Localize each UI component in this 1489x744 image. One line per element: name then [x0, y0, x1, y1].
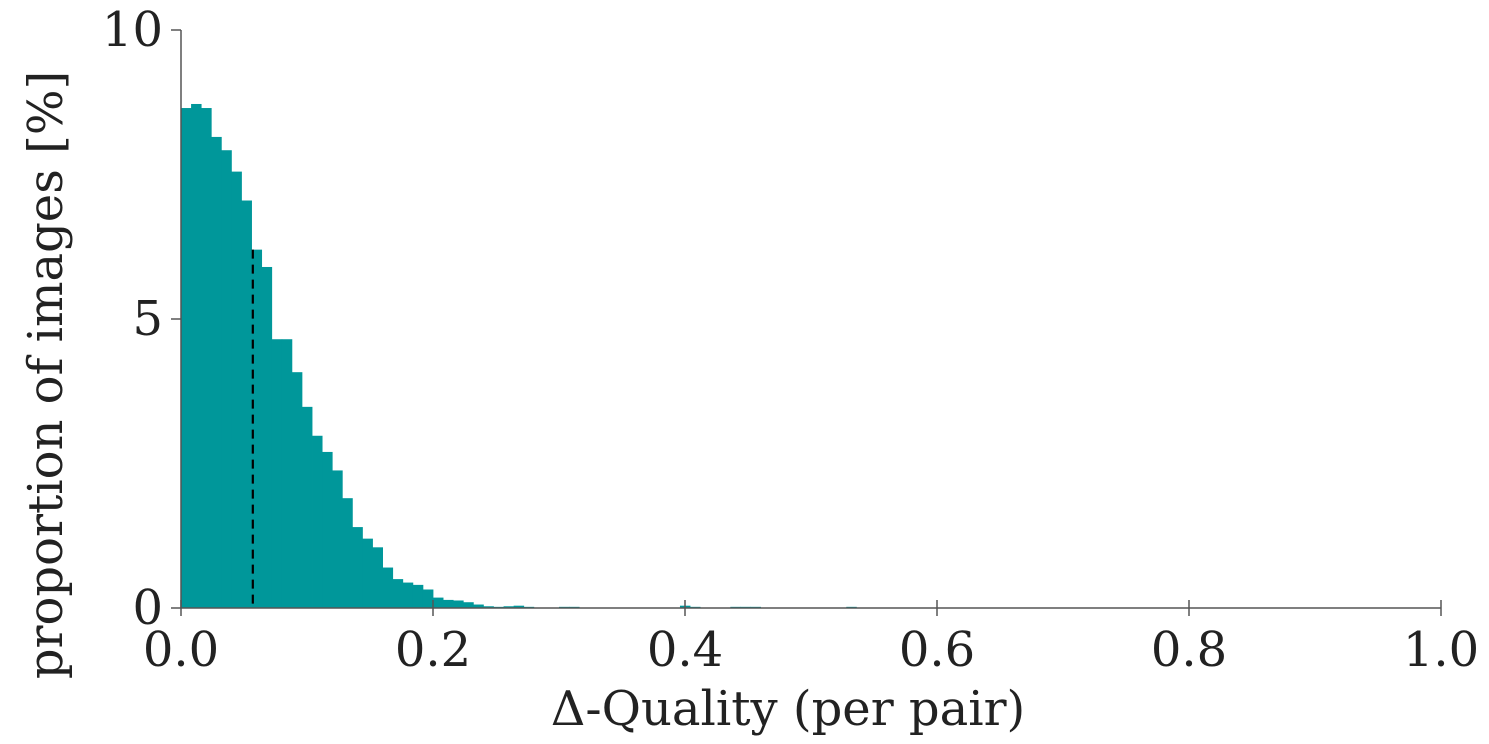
y-tick-label: 0	[132, 580, 163, 636]
histogram-bar	[301, 406, 313, 608]
histogram-bar	[261, 266, 273, 608]
histogram-bar	[513, 605, 525, 608]
histogram-bar	[271, 339, 283, 608]
histogram-bar	[362, 538, 373, 608]
histogram-bar	[503, 606, 515, 608]
ticks-layer: 0.0 0.2 0.4 0.6 0.8 1.0 0 5 10	[102, 2, 1479, 678]
histogram-bar	[352, 527, 363, 608]
histogram-bar	[241, 200, 252, 608]
histogram-bar	[322, 451, 333, 608]
histogram-bar	[412, 584, 424, 608]
histogram-bar	[372, 547, 383, 608]
histogram-bar	[382, 567, 394, 608]
histogram-bar	[453, 600, 464, 608]
histogram-bar	[433, 597, 444, 608]
bars-layer	[181, 103, 857, 609]
x-tick-label: 0.6	[899, 622, 975, 678]
histogram-bar	[181, 108, 192, 608]
histogram-bar	[332, 470, 343, 608]
histogram-bar	[251, 249, 263, 608]
histogram-bar	[483, 606, 494, 608]
histogram-bar	[463, 602, 474, 608]
histogram-bar	[422, 589, 434, 608]
histogram-bar	[211, 136, 222, 608]
histogram-bar	[443, 599, 454, 608]
histogram-bar	[191, 103, 202, 608]
x-tick-label: 0.2	[395, 622, 471, 678]
y-tick-label: 10	[102, 2, 163, 58]
x-tick-label: 0.0	[143, 622, 219, 678]
histogram-bar	[312, 435, 323, 608]
histogram-bar	[201, 108, 212, 608]
x-tick-label: 0.8	[1151, 622, 1227, 678]
y-axis-label: proportion of images [%]	[18, 71, 74, 679]
x-tick-label: 1.0	[1403, 622, 1479, 678]
histogram-bar	[231, 171, 242, 609]
histogram-bar	[473, 604, 484, 608]
histogram-bar	[221, 150, 232, 608]
axes-layer	[180, 30, 1441, 609]
histogram-bar	[342, 498, 353, 608]
y-tick-label: 5	[132, 291, 163, 347]
histogram-bar	[392, 579, 404, 608]
x-axis-label: Δ-Quality (per pair)	[551, 681, 1026, 737]
x-tick-label: 0.4	[647, 622, 723, 678]
histogram-bar	[281, 339, 293, 608]
histogram-bar	[402, 582, 414, 608]
histogram-bar	[291, 372, 303, 608]
